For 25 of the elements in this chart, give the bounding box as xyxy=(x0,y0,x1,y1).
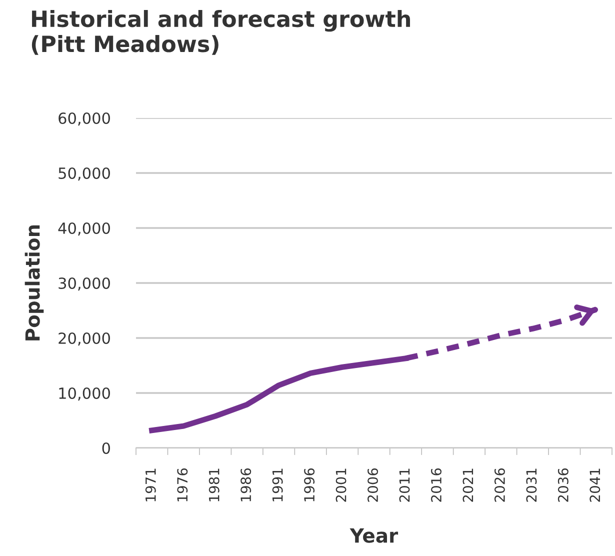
x-tick-label: 1986 xyxy=(240,468,252,502)
y-tick-label: 30,000 xyxy=(58,277,110,291)
x-tick-label: 2021 xyxy=(462,468,474,502)
x-tick-label: 1976 xyxy=(177,468,188,502)
x-tick-label: 2001 xyxy=(336,468,346,502)
x-tick-label: 1981 xyxy=(208,468,220,502)
y-tick-label: 10,000 xyxy=(59,387,110,401)
y-tick-label: 20,000 xyxy=(58,332,110,346)
x-axis-title: Year xyxy=(350,528,398,543)
y-tick-label: 40,000 xyxy=(58,222,110,236)
x-tick-label: 1996 xyxy=(304,468,315,502)
y-tick-label: 60,000 xyxy=(58,112,110,126)
chart-title: Historical and forecast growth (Pitt Meadows) xyxy=(32,10,410,55)
y-tick-label: 50,000 xyxy=(58,167,110,181)
x-tick-label: 2016 xyxy=(430,468,442,502)
y-tick-label: 0 xyxy=(102,442,110,454)
x-tick-label: 2011 xyxy=(399,468,410,502)
x-tick-label: 2026 xyxy=(494,468,505,502)
x-tick-label: 1991 xyxy=(272,468,283,502)
x-tick-label: 1971 xyxy=(145,468,156,502)
x-tick-label: 2036 xyxy=(558,468,568,502)
x-tick-label: 2041 xyxy=(590,468,600,502)
x-tick-label: 2031 xyxy=(526,468,537,502)
x-tick-label: 2006 xyxy=(368,468,378,502)
y-axis-title: Population xyxy=(24,225,44,340)
